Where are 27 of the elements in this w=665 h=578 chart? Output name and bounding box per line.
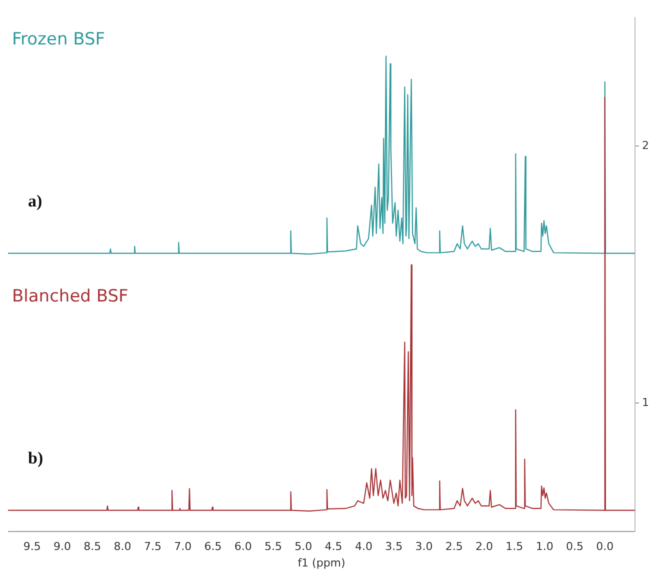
y-tick-label: 2	[642, 138, 649, 152]
x-tick-label: 9.5	[23, 540, 41, 554]
x-tick-label: 7.0	[174, 540, 192, 554]
x-tick-label: 4.0	[354, 540, 372, 554]
x-tick-label: 3.5	[385, 540, 403, 554]
x-tick-label: 6.0	[234, 540, 252, 554]
x-tick-label: 7.5	[144, 540, 162, 554]
x-tick-label: 5.5	[264, 540, 282, 554]
y-tick-label: 1	[642, 396, 649, 409]
x-tick-label: 2.0	[476, 540, 494, 554]
x-tick-label: 8.5	[84, 540, 102, 554]
x-tick-label: 9.0	[54, 540, 72, 554]
annotation: b)	[28, 448, 44, 468]
text: Blanched BSF	[12, 286, 128, 306]
x-tick-label: 1.0	[536, 540, 554, 554]
annotation: a)	[28, 191, 42, 210]
x-tick-label: 6.5	[204, 540, 222, 554]
x-tick-label: 2.5	[445, 540, 463, 554]
x-tick-label: 1.5	[506, 540, 524, 554]
x-tick-label: 3.0	[415, 540, 433, 554]
x-tick-label: 5.0	[294, 540, 312, 554]
x-tick-label: 4.5	[324, 540, 342, 554]
text: Frozen BSF	[12, 29, 106, 50]
x-tick-label: 0.5	[566, 540, 584, 554]
x-tick-label: 8.0	[114, 540, 132, 554]
x-axis-title: f1 (ppm)	[298, 556, 346, 570]
x-tick-label: 0.0	[596, 540, 614, 554]
